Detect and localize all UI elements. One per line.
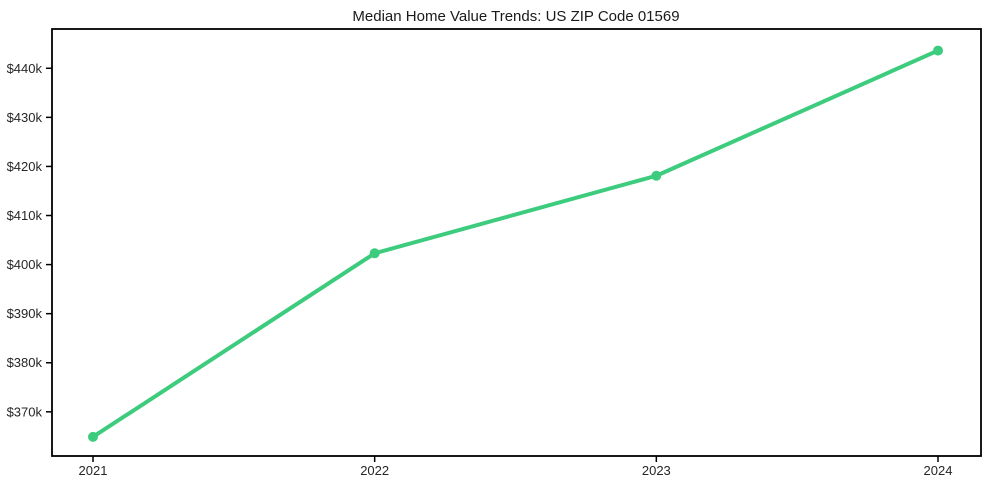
x-tick-label: 2024 bbox=[924, 463, 953, 478]
y-tick-label: $390k bbox=[7, 306, 43, 321]
trend-line bbox=[91, 48, 940, 439]
y-tick-label: $400k bbox=[7, 257, 43, 272]
y-tick-label: $440k bbox=[7, 61, 43, 76]
data-point-marker bbox=[88, 431, 98, 442]
y-tick-label: $370k bbox=[7, 404, 43, 419]
plot-area: $370k $380k $390k $400k $410k $420k $430k $440k… bbox=[7, 28, 982, 478]
y-tick-label: $430k bbox=[7, 110, 43, 125]
y-tick-label: $380k bbox=[7, 355, 43, 370]
data-point-marker bbox=[369, 248, 380, 259]
y-tick-label: $410k bbox=[7, 208, 43, 223]
chart-title: Median Home Value Trends: US ZIP Code 01… bbox=[352, 8, 679, 25]
data-point-marker bbox=[933, 45, 943, 56]
x-tick-label: 2023 bbox=[642, 463, 671, 478]
x-tick-label: 2022 bbox=[360, 463, 389, 478]
y-tick-label: $420k bbox=[7, 159, 43, 174]
plot-border bbox=[51, 28, 982, 457]
x-tick-label: 2021 bbox=[79, 463, 108, 478]
data-point-marker bbox=[651, 170, 662, 181]
